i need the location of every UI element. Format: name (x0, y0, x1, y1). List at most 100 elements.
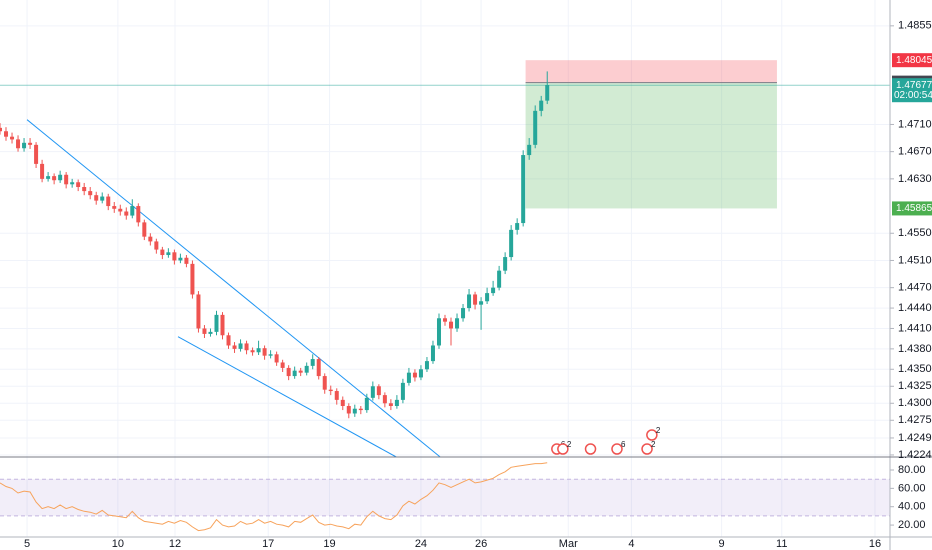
candle-body (545, 85, 550, 101)
countdown-label: 02:00:54 (894, 90, 932, 101)
candle-body (256, 348, 261, 353)
candle-body (485, 293, 490, 302)
event-icon (646, 429, 658, 441)
y-tick-label: 1.44100 (898, 322, 932, 334)
candle-body (184, 257, 189, 264)
candle-body (166, 252, 171, 256)
candle-body (262, 348, 267, 356)
event-count: 6 (621, 440, 626, 449)
x-tick-label: 26 (475, 538, 487, 550)
candle-body (503, 257, 508, 271)
candle-body (418, 369, 423, 378)
candle-body (436, 318, 441, 346)
candle-body (100, 196, 105, 201)
candle-body (268, 354, 273, 356)
candle-body (190, 263, 195, 295)
candle-body (394, 399, 399, 406)
y-tick-label: 1.43500 (898, 363, 932, 375)
candle-body (160, 249, 165, 256)
candle-body (521, 155, 526, 224)
candle-body (310, 359, 315, 366)
candle-body (70, 182, 75, 185)
candle-body (527, 144, 532, 156)
event-count: 2 (656, 426, 661, 435)
candle-body (88, 191, 93, 196)
candle-body (64, 174, 69, 185)
rsi-band (0, 479, 890, 516)
rsi-line (0, 462, 548, 532)
candle-body (400, 382, 405, 400)
candle-body (148, 236, 153, 242)
candle-body (196, 294, 201, 329)
candle-body (509, 229, 514, 258)
candle-body (52, 176, 57, 181)
x-tick-label: 11 (776, 538, 787, 550)
price-tag-label: 1.45865 (896, 203, 932, 214)
y-tick-label: 1.44400 (898, 302, 932, 314)
y-tick-label: 1.47100 (898, 118, 932, 130)
candle-body (202, 328, 207, 334)
candle-body (352, 408, 357, 414)
candle-body (286, 367, 291, 377)
candle-body (58, 174, 63, 181)
y-tick-label: 1.42490 (898, 432, 932, 444)
candle-body (382, 395, 387, 404)
candle-body (232, 345, 237, 349)
x-tick-label: 10 (112, 538, 124, 550)
candle-body (467, 294, 472, 309)
rsi-tick-label: 80.00 (898, 464, 926, 476)
candle-body (533, 110, 538, 145)
candle-body (82, 187, 87, 192)
candle-body (298, 370, 303, 373)
candle-body (406, 372, 411, 383)
rsi-tick-label: 40.00 (898, 501, 926, 513)
y-tick-label: 1.42750 (898, 414, 932, 426)
rsi-tick-label: 20.00 (898, 519, 926, 531)
candle-body (316, 359, 321, 377)
candle-body (328, 389, 333, 392)
candle-body (16, 139, 21, 149)
price-tag (892, 78, 932, 103)
candle-body (10, 136, 15, 140)
candle-body (340, 399, 345, 406)
y-tick-label: 1.43000 (898, 397, 932, 409)
candle-body (370, 386, 375, 398)
candle-body (473, 294, 478, 305)
y-tick-label: 1.45500 (898, 227, 932, 239)
candle-body (94, 195, 99, 201)
x-tick-label: 17 (262, 538, 274, 550)
candle-body (491, 287, 496, 294)
candle-body (154, 241, 159, 250)
y-tick-label: 1.45100 (898, 254, 932, 266)
candle-body (106, 196, 111, 207)
price-tag (892, 53, 932, 68)
x-tick-label: 4 (628, 538, 634, 550)
candle-body (430, 345, 435, 362)
plot-layer: 62622 (0, 60, 890, 532)
y-tick-label: 1.43800 (898, 343, 932, 355)
candle-body (220, 314, 225, 336)
x-tick-label: 16 (869, 538, 881, 550)
candle-body (76, 182, 81, 188)
candle-body (40, 163, 45, 179)
candle-body (412, 372, 417, 378)
candle-body (443, 318, 447, 322)
candle-body (34, 144, 39, 164)
candle-body (497, 270, 502, 288)
candle-body (280, 362, 285, 368)
stop-zone (525, 60, 777, 83)
candle-body (292, 370, 297, 377)
candle-body (515, 223, 520, 230)
event-icon (641, 443, 653, 455)
candle-body (112, 206, 117, 209)
candle-body (250, 350, 255, 353)
price-tag (892, 201, 932, 216)
trendline (26, 119, 441, 458)
candle-body (358, 408, 363, 411)
candle-body (214, 314, 219, 332)
candle-body (479, 301, 484, 305)
candle-body (226, 335, 231, 346)
candle-body (274, 354, 279, 363)
candle-body (364, 397, 369, 411)
